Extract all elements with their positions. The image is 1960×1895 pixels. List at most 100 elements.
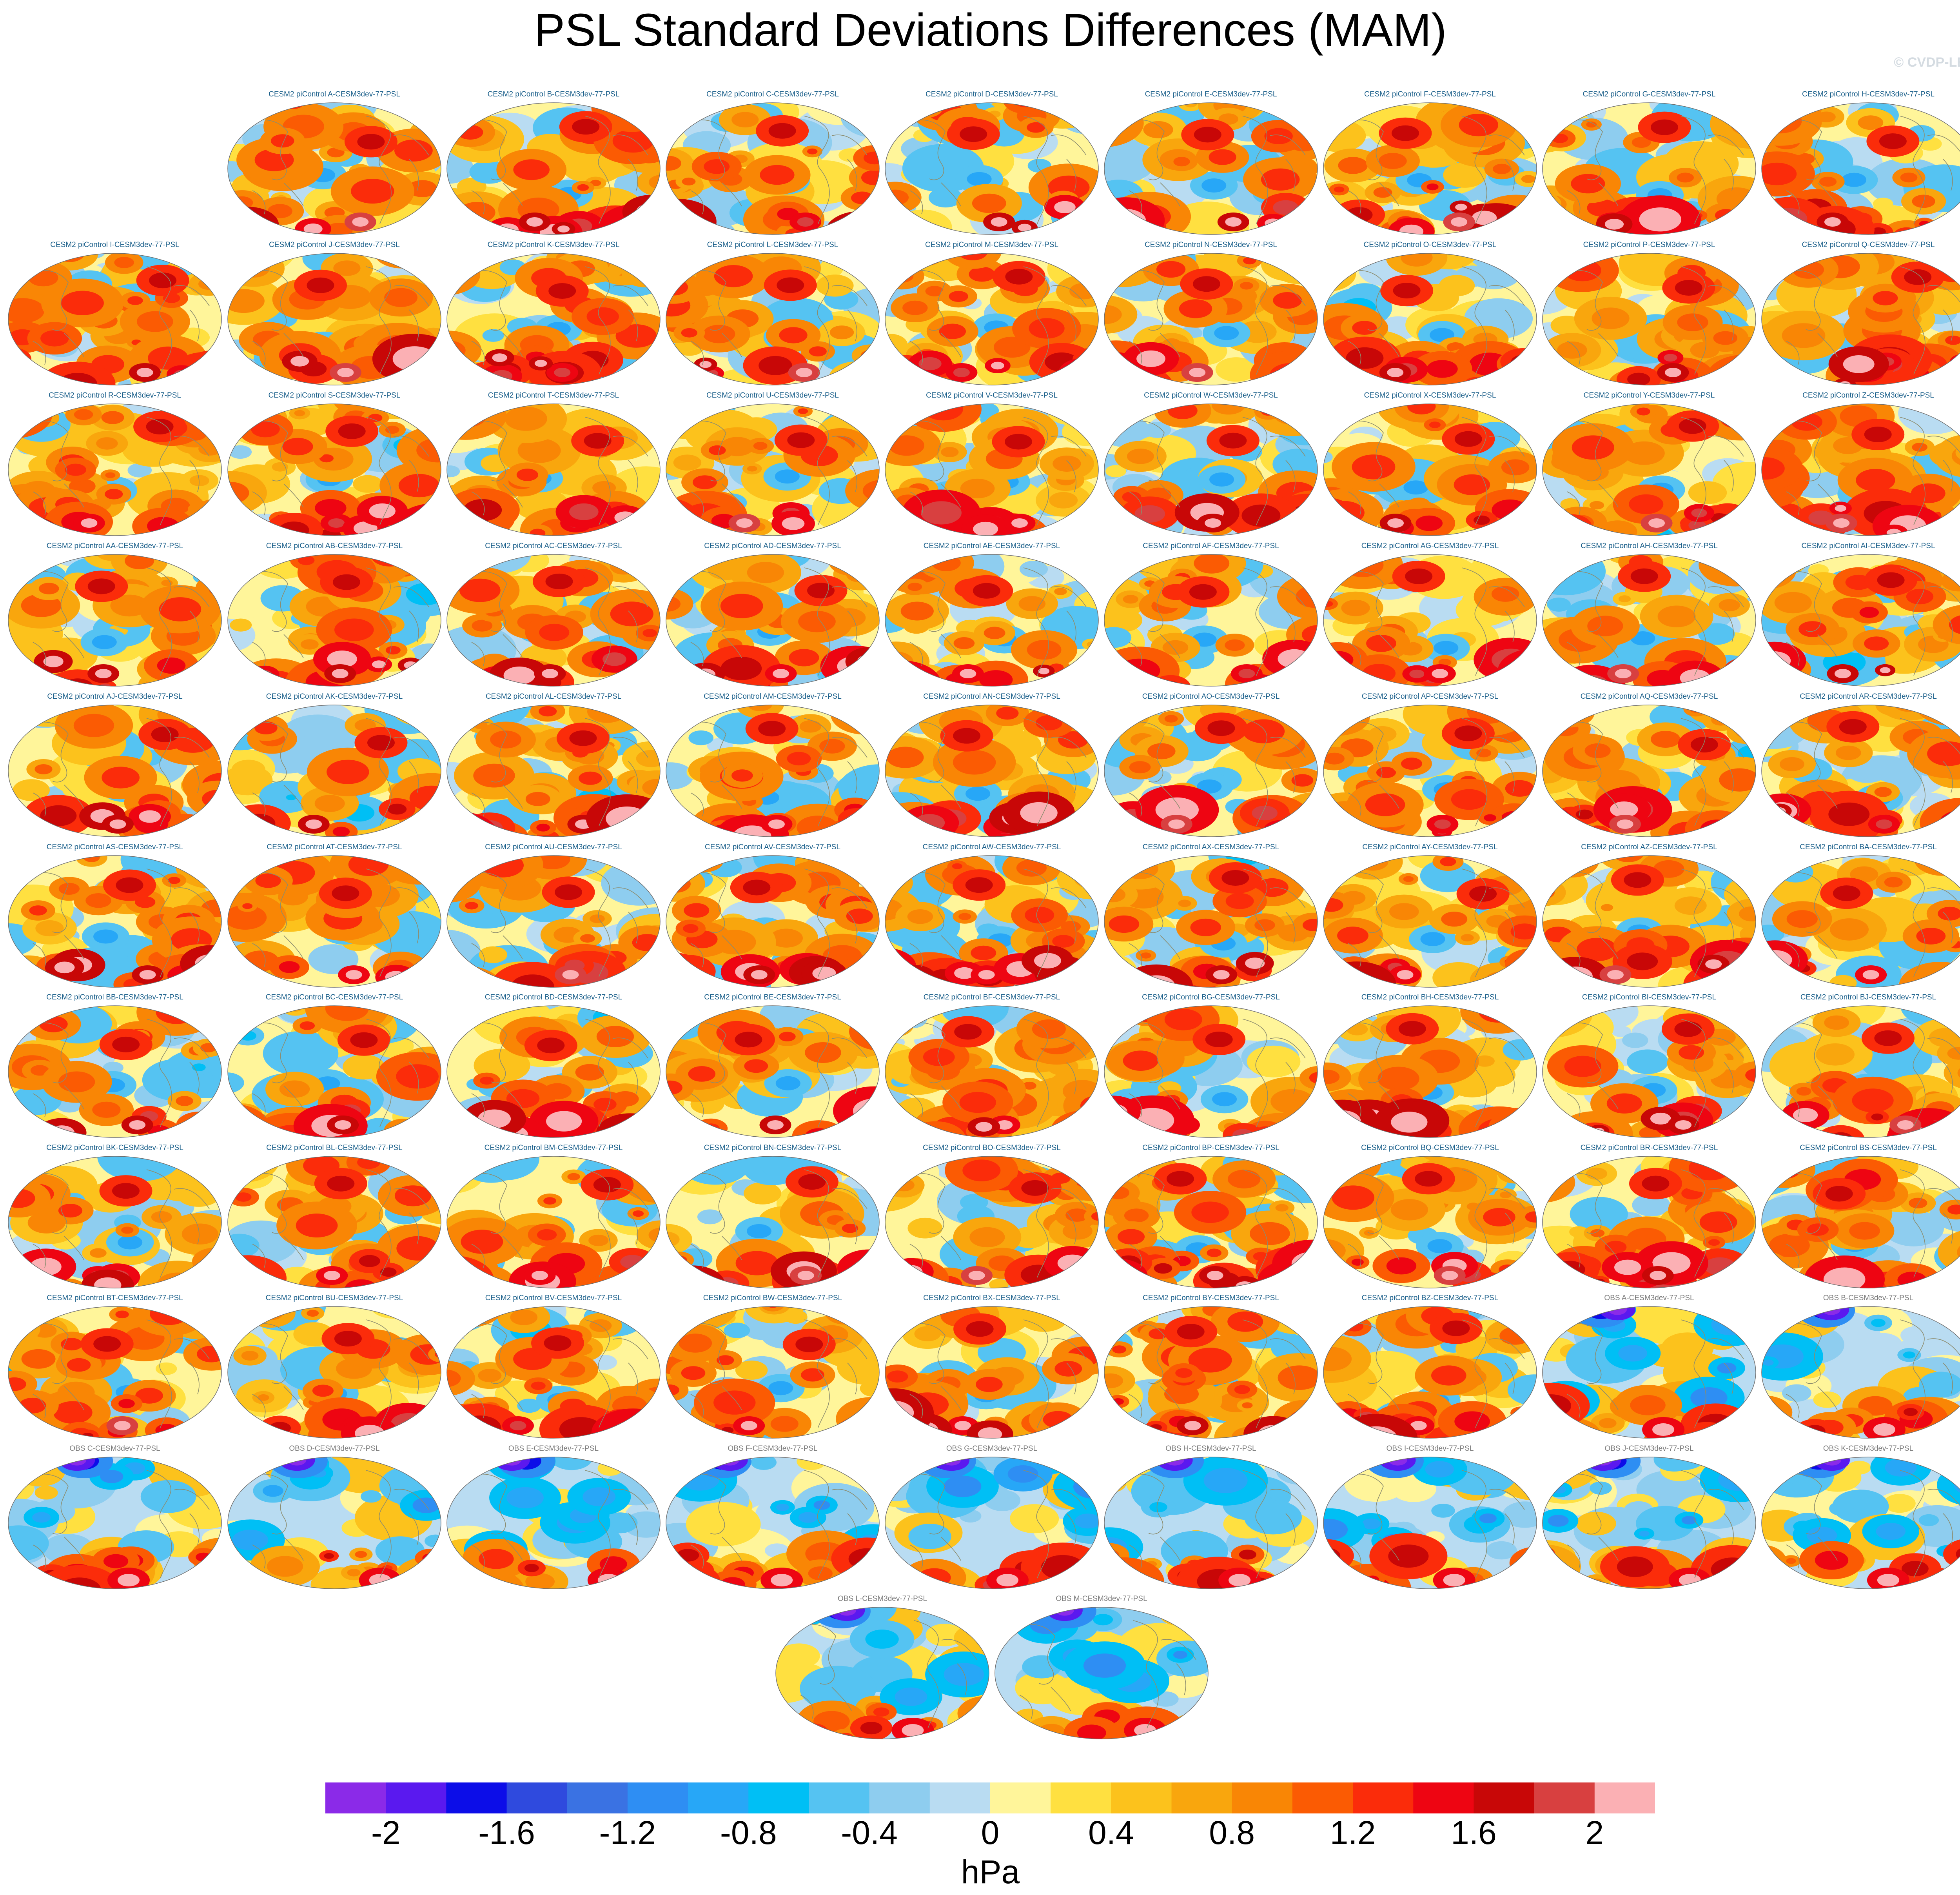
colorbar-tick-label: -1.2 xyxy=(599,1814,656,1851)
map-panel-title: OBS I-CESM3dev-77-PSL xyxy=(1386,1444,1474,1453)
map-panel-title: CESM2 piControl AT-CESM3dev-77-PSL xyxy=(267,843,402,851)
colorbar-segment xyxy=(929,1782,991,1813)
map-panel-title: CESM2 piControl AL-CESM3dev-77-PSL xyxy=(485,692,622,701)
map-panel-title: CESM2 piControl AD-CESM3dev-77-PSL xyxy=(704,542,841,550)
colorbar-tick-label: -2 xyxy=(371,1814,401,1851)
map-panel: CESM2 piControl BV-CESM3dev-77-PSL xyxy=(444,1292,663,1441)
map-panel: CESM2 piControl AJ-CESM3dev-77-PSL xyxy=(5,691,224,840)
coastline xyxy=(686,1319,867,1428)
map-panel: CESM2 piControl AU-CESM3dev-77-PSL xyxy=(444,841,663,990)
map-panel: CESM2 piControl AP-CESM3dev-77-PSL xyxy=(1321,691,1539,840)
coastline xyxy=(467,1169,648,1278)
map-panel: CESM2 piControl H-CESM3dev-77-PSL xyxy=(1759,89,1960,238)
world-map xyxy=(1323,554,1537,687)
map-panel-title: OBS L-CESM3dev-77-PSL xyxy=(837,1595,927,1603)
map-panel-title: CESM2 piControl P-CESM3dev-77-PSL xyxy=(1583,241,1715,249)
map-panel: CESM2 piControl BW-CESM3dev-77-PSL xyxy=(663,1292,882,1441)
coastline xyxy=(686,718,867,827)
coastline xyxy=(29,266,210,375)
coastline xyxy=(906,417,1087,525)
map-panel: CESM2 piControl BE-CESM3dev-77-PSL xyxy=(663,992,882,1141)
coastline xyxy=(906,567,1087,676)
world-map xyxy=(1542,705,1756,837)
map-panel-title: OBS G-CESM3dev-77-PSL xyxy=(946,1444,1038,1453)
map-panel: CESM2 piControl W-CESM3dev-77-PSL xyxy=(1102,390,1320,539)
map-panel: OBS E-CESM3dev-77-PSL xyxy=(444,1443,663,1592)
world-map xyxy=(227,1457,441,1589)
coastline xyxy=(1344,266,1525,375)
world-map xyxy=(885,855,1099,988)
coastline xyxy=(1782,567,1960,676)
map-panel-title: CESM2 piControl J-CESM3dev-77-PSL xyxy=(269,241,400,249)
map-panel-title: CESM2 piControl AP-CESM3dev-77-PSL xyxy=(1361,692,1499,701)
coastline xyxy=(1782,417,1960,525)
colorbar-segment xyxy=(325,1782,386,1813)
world-map xyxy=(446,1156,661,1288)
world-map xyxy=(666,102,880,235)
coastline xyxy=(1782,266,1960,375)
colorbar-segment xyxy=(748,1782,809,1813)
coastline xyxy=(467,1319,648,1428)
world-map xyxy=(775,1607,989,1739)
world-map xyxy=(1323,403,1537,536)
map-panel-title: OBS B-CESM3dev-77-PSL xyxy=(1823,1294,1914,1302)
map-panel-title: CESM2 piControl AI-CESM3dev-77-PSL xyxy=(1801,542,1935,550)
coastline xyxy=(906,1470,1087,1579)
world-map xyxy=(227,1005,441,1138)
world-map xyxy=(666,1306,880,1439)
map-panel: CESM2 piControl Y-CESM3dev-77-PSL xyxy=(1540,390,1759,539)
world-map xyxy=(227,1156,441,1288)
world-map xyxy=(666,554,880,687)
map-panel: CESM2 piControl BL-CESM3dev-77-PSL xyxy=(225,1142,444,1291)
map-panel-title: CESM2 piControl BR-CESM3dev-77-PSL xyxy=(1580,1144,1718,1152)
coastline xyxy=(1344,1319,1525,1428)
map-panel: OBS A-CESM3dev-77-PSL xyxy=(1540,1292,1759,1441)
world-map xyxy=(1761,1306,1960,1439)
world-map xyxy=(1761,705,1960,837)
world-map xyxy=(885,403,1099,536)
map-panel: CESM2 piControl AC-CESM3dev-77-PSL xyxy=(444,540,663,689)
map-panel-title: CESM2 piControl BY-CESM3dev-77-PSL xyxy=(1143,1294,1279,1302)
map-panel-title: CESM2 piControl BB-CESM3dev-77-PSL xyxy=(46,993,183,1001)
map-panel-title: CESM2 piControl AA-CESM3dev-77-PSL xyxy=(46,542,183,550)
world-map xyxy=(666,1457,880,1589)
map-panel-title: CESM2 piControl AS-CESM3dev-77-PSL xyxy=(46,843,183,851)
map-panel-title: CESM2 piControl S-CESM3dev-77-PSL xyxy=(268,391,401,400)
coastline xyxy=(906,266,1087,375)
map-panel: CESM2 piControl BP-CESM3dev-77-PSL xyxy=(1102,1142,1320,1291)
coastline xyxy=(1563,868,1744,977)
map-panel-title: CESM2 piControl BQ-CESM3dev-77-PSL xyxy=(1361,1144,1499,1152)
map-panel-title: CESM2 piControl BM-CESM3dev-77-PSL xyxy=(484,1144,623,1152)
coastline xyxy=(686,1019,867,1127)
map-panel-title: CESM2 piControl BG-CESM3dev-77-PSL xyxy=(1142,993,1280,1001)
map-panel: CESM2 piControl AY-CESM3dev-77-PSL xyxy=(1321,841,1539,990)
map-panel-title: CESM2 piControl BF-CESM3dev-77-PSL xyxy=(923,993,1060,1001)
map-panel-grid: CESM2 piControl A-CESM3dev-77-PSL CESM2 p… xyxy=(5,89,1960,1739)
map-panel-title: CESM2 piControl AO-CESM3dev-77-PSL xyxy=(1142,692,1280,701)
map-panel-title: CESM2 piControl A-CESM3dev-77-PSL xyxy=(269,90,400,98)
map-panel: CESM2 piControl Z-CESM3dev-77-PSL xyxy=(1759,390,1960,539)
coastline xyxy=(248,1169,429,1278)
world-map xyxy=(1761,253,1960,385)
map-panel-title: CESM2 piControl L-CESM3dev-77-PSL xyxy=(707,241,838,249)
map-panel: OBS J-CESM3dev-77-PSL xyxy=(1540,1443,1759,1592)
world-map xyxy=(666,705,880,837)
coastline xyxy=(1125,417,1306,525)
map-panel-title: CESM2 piControl BO-CESM3dev-77-PSL xyxy=(923,1144,1061,1152)
map-panel-title: CESM2 piControl V-CESM3dev-77-PSL xyxy=(926,391,1058,400)
map-panel-title: CESM2 piControl AJ-CESM3dev-77-PSL xyxy=(47,692,183,701)
map-panel-title: OBS F-CESM3dev-77-PSL xyxy=(728,1444,818,1453)
world-map xyxy=(446,102,661,235)
world-map xyxy=(1323,855,1537,988)
world-map xyxy=(1323,102,1537,235)
coastline xyxy=(1782,1470,1960,1579)
map-panel-title: CESM2 piControl BS-CESM3dev-77-PSL xyxy=(1800,1144,1937,1152)
world-map xyxy=(1761,403,1960,536)
coastline xyxy=(906,718,1087,827)
map-panel-title: CESM2 piControl Q-CESM3dev-77-PSL xyxy=(1802,241,1935,249)
coastline xyxy=(467,116,648,224)
coastline xyxy=(1125,718,1306,827)
coastline xyxy=(1125,266,1306,375)
coastline xyxy=(248,417,429,525)
coastline xyxy=(248,1470,429,1579)
